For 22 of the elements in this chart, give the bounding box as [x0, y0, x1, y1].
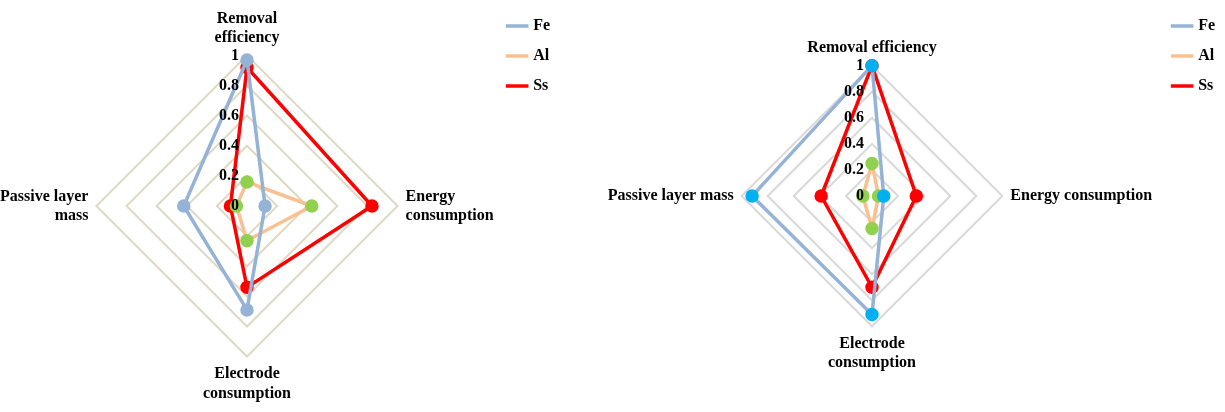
y-tick-label: 0.2: [844, 160, 864, 178]
y-tick-label: 0: [231, 196, 239, 214]
legend-label: Al: [1198, 46, 1215, 64]
y-tick-label: 0: [856, 186, 864, 204]
spoke-label: Removal efficiency: [214, 8, 280, 46]
legend-label: Ss: [1198, 76, 1214, 94]
legend-label: Ss: [533, 76, 549, 94]
legend-label: Fe: [1198, 16, 1215, 34]
y-tick-label: 0.4: [844, 134, 864, 152]
spoke-label: Passive layer mass: [0, 186, 89, 223]
y-tick-label: 1: [856, 55, 864, 73]
spoke-label: Energy consumption: [1010, 186, 1153, 205]
spoke-label: Removal efficiency: [807, 38, 937, 57]
y-tick-label: 1: [231, 45, 239, 63]
y-tick-label: 0.8: [219, 75, 239, 93]
legend-label: Al: [533, 46, 550, 64]
spoke-label: Passive layer mass: [607, 186, 734, 205]
spoke-label: Energy consumption: [405, 186, 494, 224]
legend-label: Fe: [533, 16, 550, 34]
y-tick-label: 0.6: [219, 105, 239, 123]
spoke-label: Electrode consumption: [202, 364, 292, 402]
spoke-label: Electrode consumption: [827, 334, 917, 372]
